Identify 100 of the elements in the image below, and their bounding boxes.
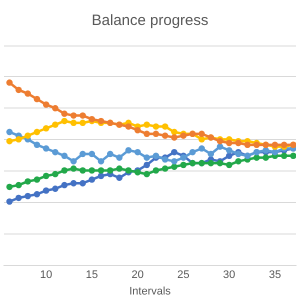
point xyxy=(216,143,224,150)
point xyxy=(6,138,13,144)
point xyxy=(152,130,160,138)
point xyxy=(80,167,86,174)
x-tick-label: 30 xyxy=(223,269,236,282)
point xyxy=(70,165,77,172)
point xyxy=(244,142,251,148)
point xyxy=(152,123,160,130)
point xyxy=(52,148,58,156)
point xyxy=(24,178,31,185)
point xyxy=(88,176,96,183)
point xyxy=(144,170,150,178)
point xyxy=(80,180,86,186)
point xyxy=(52,121,58,128)
point xyxy=(88,150,96,158)
point xyxy=(98,158,104,164)
point xyxy=(162,165,168,172)
point xyxy=(253,154,260,161)
point xyxy=(34,96,40,102)
point xyxy=(226,147,232,154)
point xyxy=(144,162,150,168)
point xyxy=(106,150,114,158)
point xyxy=(61,182,68,188)
point xyxy=(6,79,13,86)
point xyxy=(189,148,196,156)
point xyxy=(24,132,31,139)
point xyxy=(208,160,214,166)
point xyxy=(98,167,104,174)
point xyxy=(42,125,50,132)
point xyxy=(125,147,132,154)
point xyxy=(34,191,40,198)
point xyxy=(198,130,205,138)
point xyxy=(6,184,13,190)
point xyxy=(15,86,22,94)
point xyxy=(61,167,68,174)
point xyxy=(171,148,178,156)
x-tick-label: 25 xyxy=(177,269,190,282)
point xyxy=(144,121,150,128)
point xyxy=(125,123,132,130)
point xyxy=(98,172,104,180)
point xyxy=(70,180,77,186)
point xyxy=(180,162,187,168)
point xyxy=(171,164,178,170)
x-tick-label: 15 xyxy=(86,269,98,282)
point xyxy=(70,112,77,119)
x-tick-label: 35 xyxy=(268,269,282,282)
point xyxy=(226,140,232,146)
point xyxy=(52,170,58,178)
point xyxy=(6,198,13,205)
point xyxy=(42,172,50,180)
point xyxy=(226,162,232,168)
point xyxy=(162,123,168,130)
x-axis-title: Intervals xyxy=(129,285,172,298)
chart-title: Balance progress xyxy=(92,12,208,30)
point xyxy=(52,105,58,112)
point xyxy=(15,182,22,188)
point xyxy=(34,128,40,136)
x-tick-label: 20 xyxy=(132,269,144,282)
point xyxy=(42,145,50,152)
point xyxy=(116,174,123,181)
point xyxy=(116,165,123,172)
point xyxy=(290,152,296,159)
point xyxy=(34,142,40,148)
point xyxy=(52,186,58,192)
point xyxy=(235,158,242,164)
point xyxy=(171,128,178,136)
point xyxy=(61,110,68,117)
point xyxy=(171,134,178,141)
point xyxy=(198,136,205,143)
x-tick-label: 10 xyxy=(40,269,52,282)
point xyxy=(6,128,13,136)
point xyxy=(42,187,50,194)
point xyxy=(42,101,50,108)
point xyxy=(24,90,31,97)
point xyxy=(70,120,77,126)
point xyxy=(80,120,86,126)
point xyxy=(144,154,150,161)
point xyxy=(171,158,178,164)
point xyxy=(280,152,288,159)
point xyxy=(80,112,86,119)
point xyxy=(134,148,141,156)
point xyxy=(106,167,114,174)
point xyxy=(15,194,22,202)
point xyxy=(134,126,141,134)
point xyxy=(34,176,40,183)
point xyxy=(70,158,77,164)
point xyxy=(61,152,68,159)
point xyxy=(262,154,269,161)
point xyxy=(61,118,68,124)
point xyxy=(162,132,168,139)
point xyxy=(116,154,123,161)
point xyxy=(208,150,214,158)
point xyxy=(226,152,232,159)
point xyxy=(24,192,31,200)
point xyxy=(198,145,205,152)
point xyxy=(15,136,22,143)
point xyxy=(152,167,160,174)
point xyxy=(80,150,86,158)
point xyxy=(144,130,150,138)
point xyxy=(88,167,96,174)
